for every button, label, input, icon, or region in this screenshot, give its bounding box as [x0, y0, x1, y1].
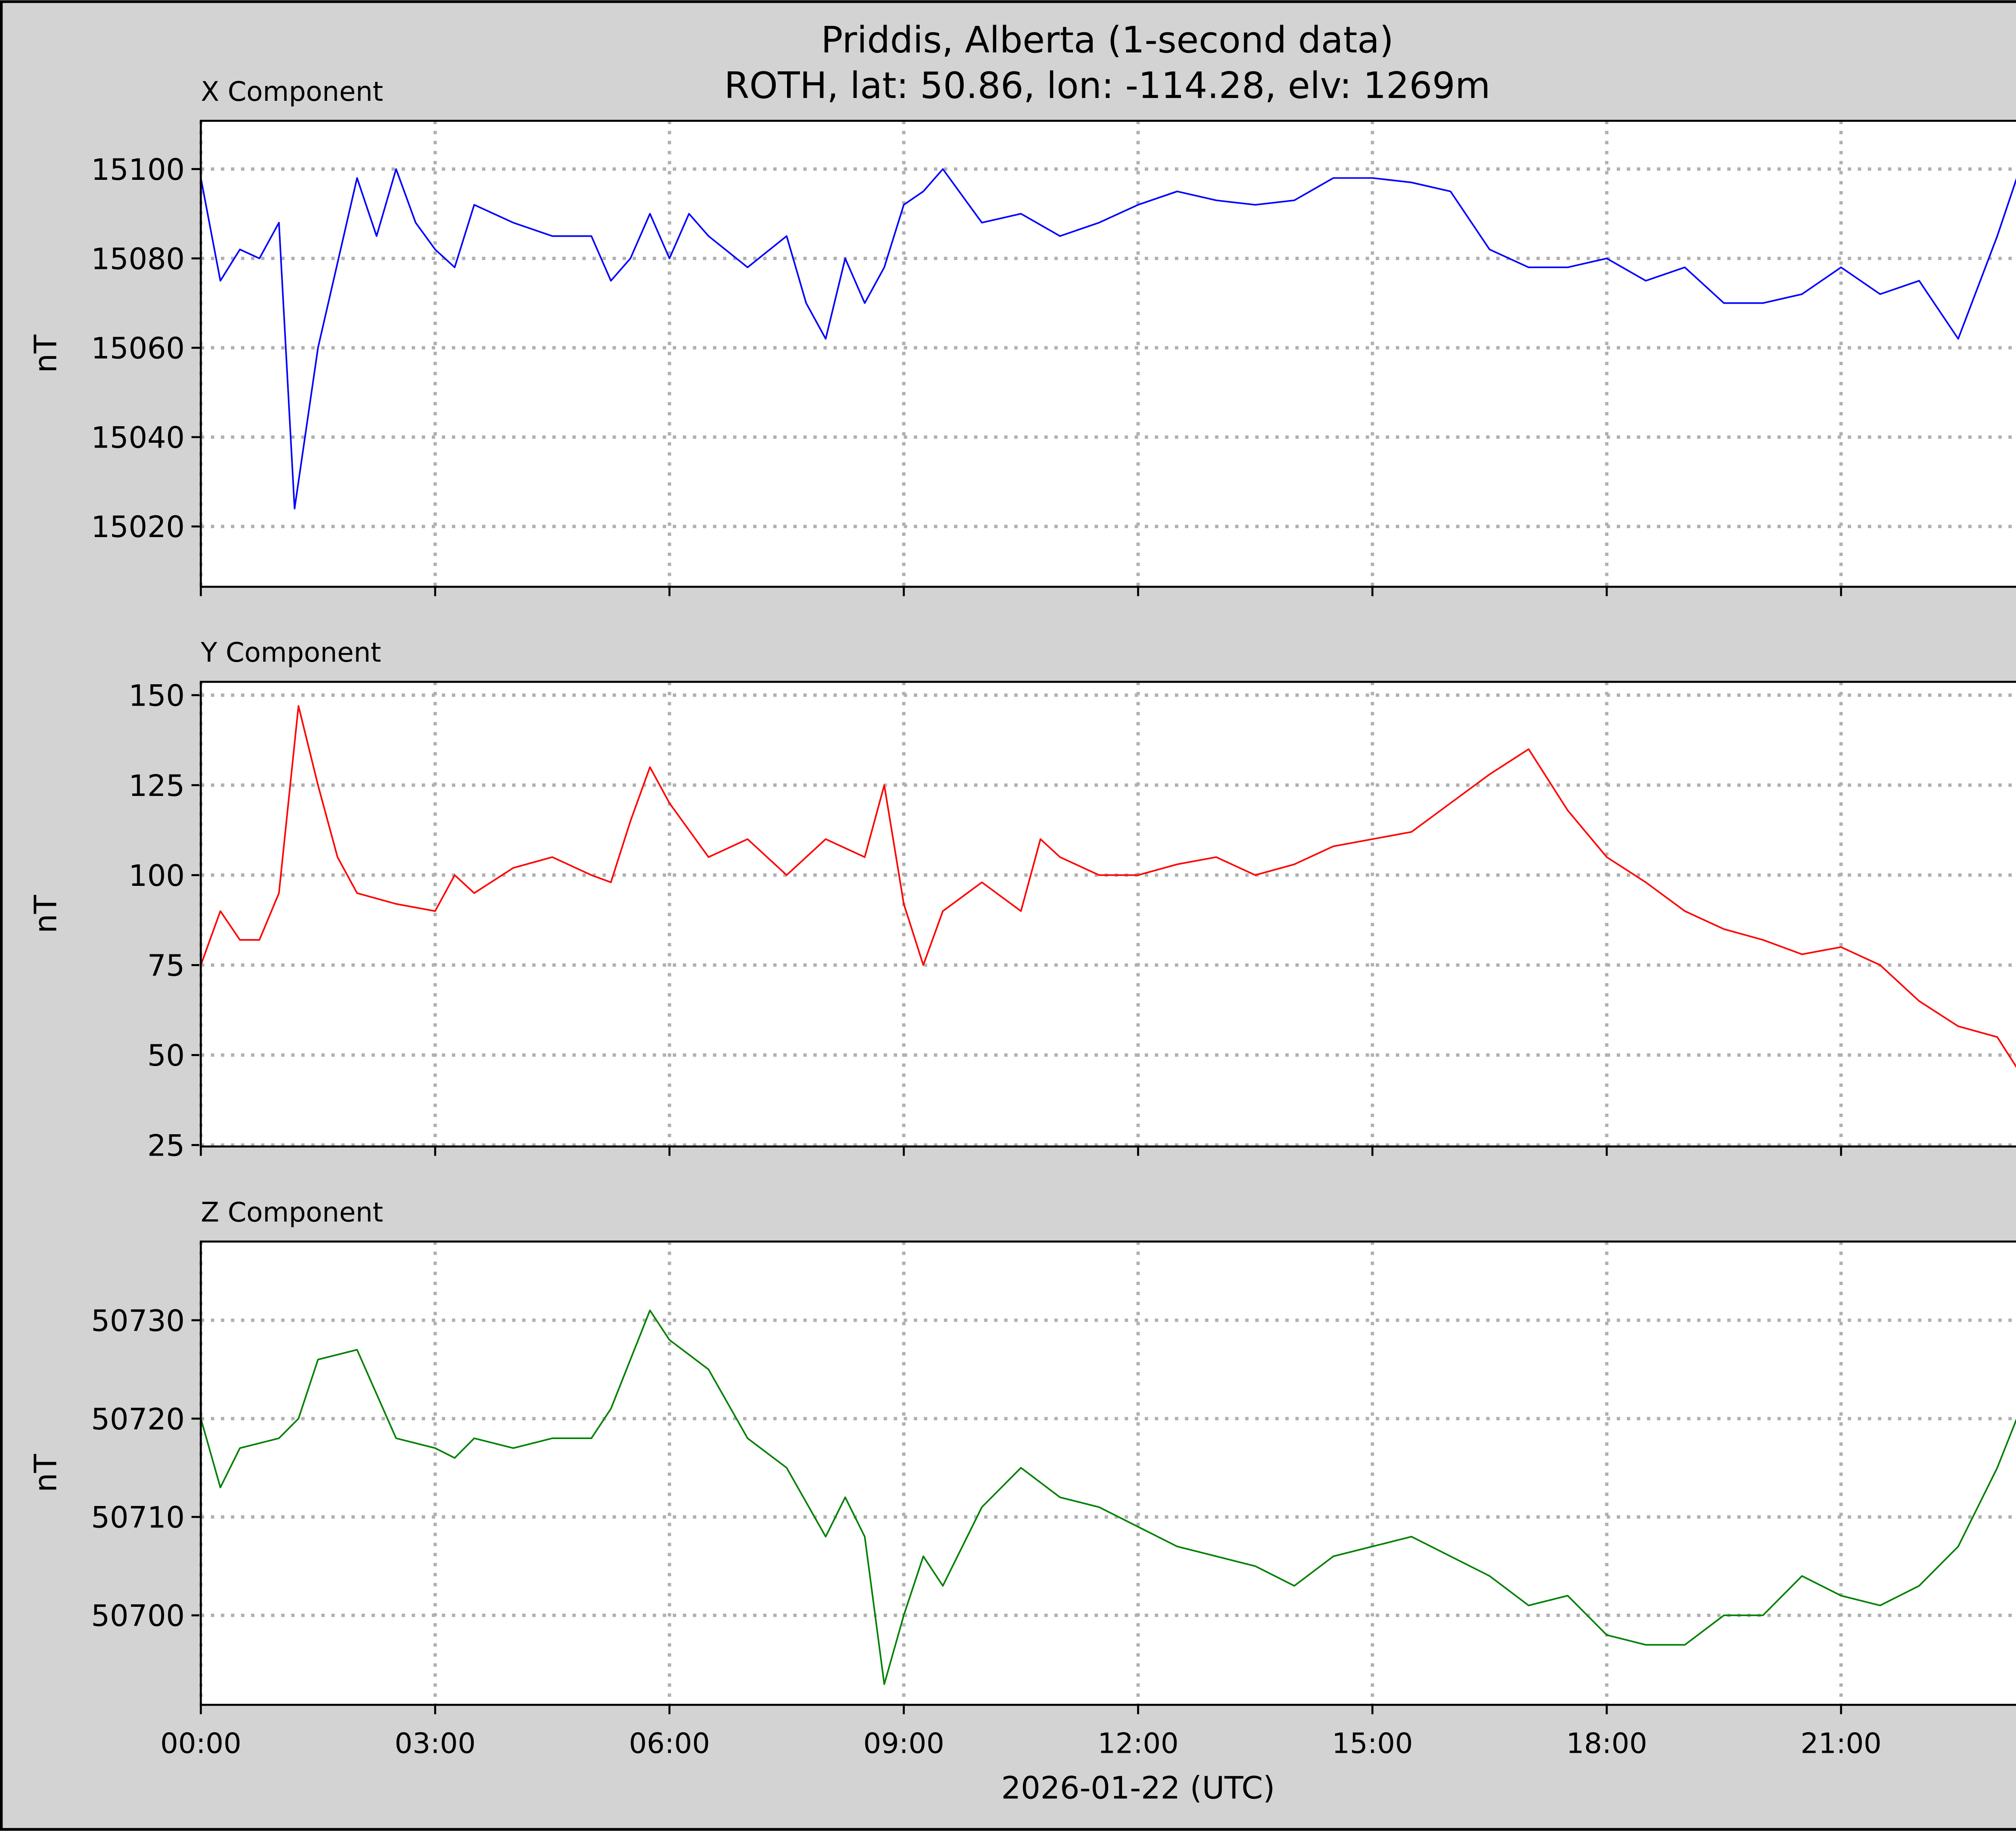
- y-axis-label: nT: [28, 895, 64, 933]
- x-tick-label: 21:00: [1801, 1727, 1882, 1760]
- data-line: [200, 168, 2016, 510]
- y-tick-label: 50700: [91, 1599, 185, 1633]
- x-tick-label: 12:00: [1098, 1727, 1179, 1760]
- panel-title: Y Component: [200, 637, 381, 668]
- figure-subtitle: ROTH, lat: 50.86, lon: -114.28, elv: 126…: [724, 65, 1490, 107]
- y-tick-label: 50720: [91, 1402, 185, 1437]
- plot-area: [201, 682, 2016, 1147]
- plot-frame: [200, 681, 2016, 1148]
- y-tick-label: 15020: [91, 510, 185, 544]
- x-tick-label: 18:00: [1566, 1727, 1647, 1760]
- data-line: [200, 1309, 2016, 1685]
- y-tick-label: 50710: [91, 1501, 185, 1535]
- data-line: [200, 705, 2016, 1068]
- x-tick-label: 06:00: [629, 1727, 710, 1760]
- plot-frame: [200, 120, 2016, 588]
- x-tick-label: 00:00: [160, 1727, 242, 1760]
- y-axis-label: nT: [28, 335, 64, 373]
- plot-area: [201, 121, 2016, 587]
- x-tick-label: 03:00: [395, 1727, 476, 1760]
- panel-title: Z Component: [201, 1196, 383, 1228]
- plot-frame: [200, 1240, 2016, 1706]
- x-axis-label: 2026-01-22 (UTC): [1001, 1771, 1275, 1806]
- y-tick-label: 15040: [91, 421, 185, 455]
- y-tick-label: 125: [129, 769, 185, 803]
- y-tick-label: 50730: [91, 1304, 185, 1338]
- y-tick-label: 25: [147, 1129, 185, 1163]
- x-tick-label: 09:00: [863, 1727, 944, 1760]
- y-axis-label: nT: [28, 1454, 64, 1492]
- y-tick-label: 15080: [91, 242, 185, 276]
- y-tick-label: 50: [147, 1039, 185, 1073]
- y-tick-label: 15060: [91, 331, 185, 366]
- y-tick-label: 75: [147, 949, 185, 983]
- panel-title: X Component: [201, 76, 383, 107]
- y-tick-label: 150: [129, 679, 185, 713]
- figure-title: Priddis, Alberta (1-second data): [821, 19, 1393, 61]
- y-tick-label: 100: [129, 859, 185, 893]
- y-tick-label: 15100: [91, 153, 185, 187]
- plot-area: [201, 1241, 2016, 1705]
- x-tick-label: 15:00: [1332, 1727, 1413, 1760]
